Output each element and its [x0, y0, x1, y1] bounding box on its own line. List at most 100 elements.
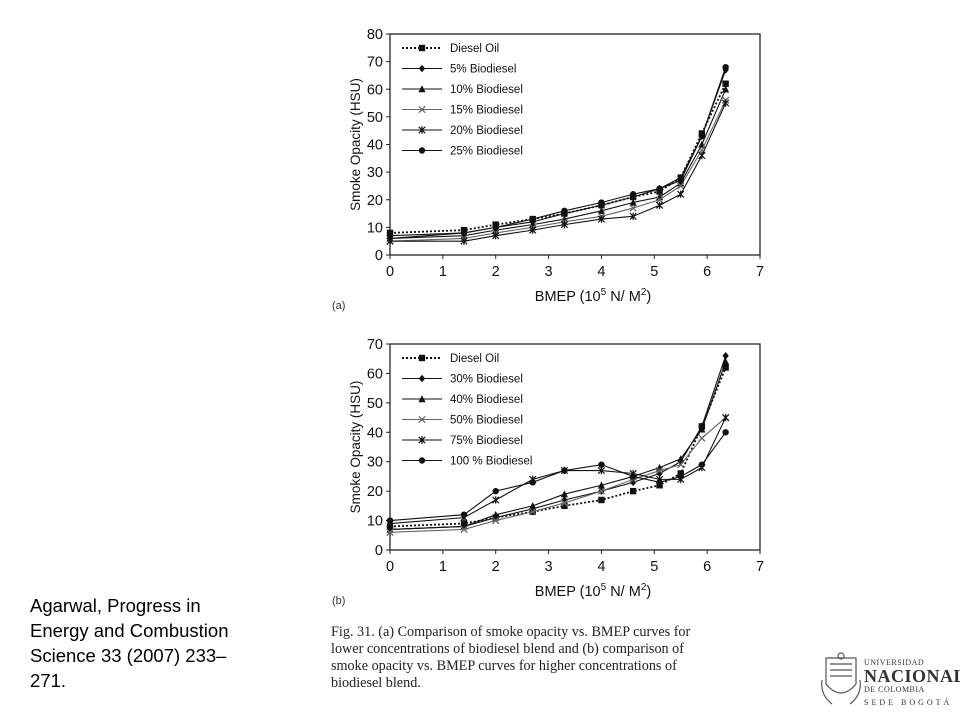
legend-label: 50% Biodiesel	[450, 415, 523, 427]
data-point	[698, 434, 706, 442]
data-point	[492, 496, 500, 504]
data-point	[561, 502, 568, 510]
x-tick-label: 5	[650, 559, 658, 575]
legend-marker	[418, 354, 426, 362]
data-point	[629, 487, 637, 495]
series-line	[389, 367, 727, 528]
data-point	[655, 196, 664, 204]
data-point	[698, 461, 706, 468]
legend-label: 10% Biodiesel	[450, 84, 523, 96]
university-logo-text: UNIVERSIDAD NACIONAL DE COLOMBIA SEDE BO…	[864, 658, 960, 707]
series-line	[389, 69, 727, 239]
data-point	[529, 226, 537, 234]
data-point	[597, 487, 606, 495]
data-point	[677, 177, 684, 184]
legend-marker	[418, 147, 426, 154]
series-line	[389, 355, 727, 530]
data-point	[598, 199, 605, 206]
x-tick-label: 0	[386, 264, 394, 280]
legend-marker	[418, 64, 426, 73]
logo-line-3: DE COLOMBIA	[864, 685, 925, 694]
data-point	[492, 487, 499, 495]
data-point	[698, 151, 706, 160]
data-point	[386, 232, 394, 239]
data-point	[722, 99, 730, 107]
data-point	[655, 466, 664, 475]
citation-line: Agarwal, Progress in	[30, 595, 201, 616]
y-axis-label: Smoke Opacity (HSU)	[348, 381, 363, 514]
data-point	[656, 185, 663, 192]
data-point	[460, 511, 468, 518]
legend-marker	[418, 126, 426, 134]
data-point	[597, 207, 606, 214]
x-tick-label: 3	[545, 559, 553, 575]
data-point	[698, 425, 706, 433]
data-point	[656, 479, 663, 486]
series-line	[389, 417, 727, 533]
legend-label: 15% Biodiesel	[450, 105, 523, 117]
x-tick-label: 0	[386, 559, 394, 575]
y-tick-label: 50	[367, 110, 383, 126]
data-point	[492, 516, 500, 525]
legend-label: 40% Biodiesel	[450, 394, 523, 406]
x-tick-label: 5	[650, 264, 658, 280]
data-point	[629, 204, 637, 212]
legend-marker	[418, 44, 426, 52]
caption-line: Fig. 31. (a) Comparison of smoke opacity…	[331, 624, 691, 640]
x-tick-label: 7	[756, 264, 764, 280]
legend-label: 30% Biodiesel	[450, 374, 523, 386]
figure-caption: Fig. 31. (a) Comparison of smoke opacity…	[331, 624, 776, 692]
panel-label: (a)	[332, 300, 345, 312]
data-point	[722, 413, 730, 422]
citation: Agarwal, Progress in Energy and Combusti…	[30, 593, 300, 693]
x-tick-label: 6	[703, 264, 711, 280]
legend-label: 100 % Biodiesel	[450, 456, 532, 468]
legend-marker	[418, 105, 426, 114]
legend-label: 5% Biodiesel	[450, 64, 516, 76]
data-point	[677, 473, 684, 480]
data-point	[677, 182, 685, 190]
y-tick-label: 0	[375, 543, 383, 559]
data-point	[560, 499, 569, 507]
plot-frame	[389, 343, 761, 551]
x-tick-label: 4	[597, 264, 605, 280]
legend-label: 25% Biodiesel	[450, 146, 523, 158]
data-point	[655, 201, 664, 209]
data-point	[386, 528, 394, 537]
logo-line-2: NACIONAL	[864, 666, 960, 686]
y-tick-label: 50	[367, 396, 383, 412]
data-point	[492, 231, 500, 240]
x-tick-label: 1	[439, 559, 447, 575]
series-line	[389, 66, 727, 237]
data-point	[560, 220, 569, 229]
caption-line: smoke opacity vs. BMEP curves for higher…	[331, 658, 677, 674]
y-tick-label: 30	[367, 455, 383, 471]
logo-line-4: SEDE BOGOTÁ	[864, 698, 953, 707]
x-tick-label: 2	[492, 559, 500, 575]
x-tick-label: 6	[703, 559, 711, 575]
data-point	[597, 466, 606, 475]
university-seal-icon	[821, 652, 861, 705]
chart-b: 0 10 20 30 40 50 60 70 0 1 2 3 4 5 6 7 Smoke Opacity (HS…	[332, 337, 764, 607]
y-tick-label: 60	[367, 82, 383, 98]
y-tick-label: 20	[367, 193, 383, 209]
series	[386, 63, 729, 239]
x-axis-label: BMEP (105 N/ M2)	[535, 287, 651, 305]
chart-a: 0 10 20 30 40 50 60 70 80 0 1 2 3 4 5 6 7 Smoke Opacity (…	[332, 27, 764, 312]
y-tick-label: 40	[367, 425, 383, 441]
series	[386, 429, 729, 524]
data-point	[722, 364, 729, 371]
x-tick-label: 4	[597, 559, 605, 575]
data-point	[629, 473, 637, 480]
y-tick-label: 80	[367, 27, 383, 43]
y-tick-label: 10	[367, 514, 383, 530]
legend-marker	[418, 395, 426, 403]
data-point	[386, 517, 394, 524]
data-point	[677, 460, 685, 469]
x-tick-label: 3	[545, 264, 553, 280]
series-line	[389, 89, 727, 239]
series	[386, 66, 729, 243]
data-point	[677, 190, 685, 198]
data-point	[460, 525, 468, 534]
data-point	[561, 207, 568, 214]
